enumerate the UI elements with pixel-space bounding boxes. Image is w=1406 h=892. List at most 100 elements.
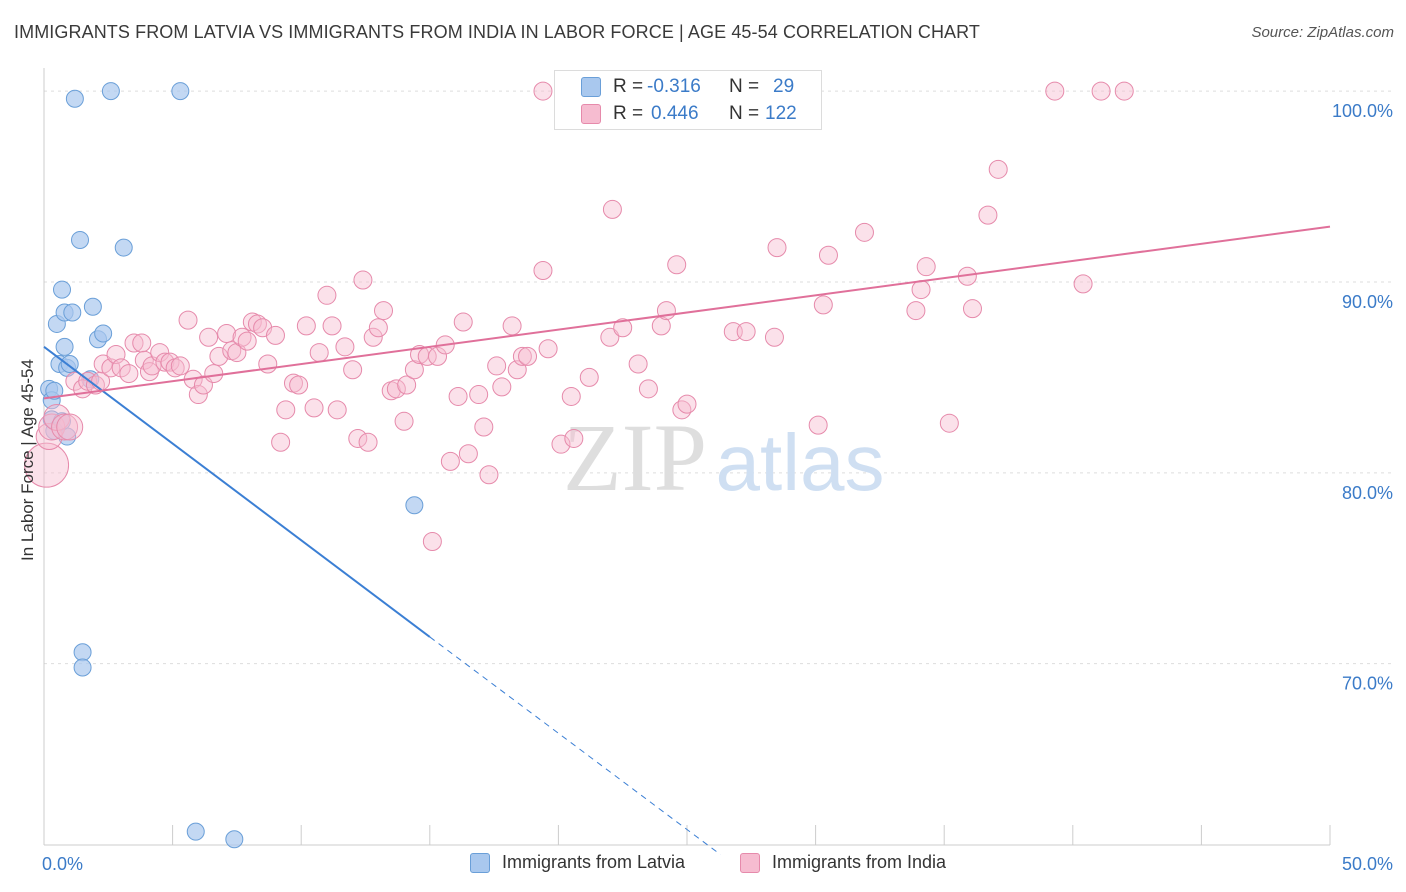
stats-legend: R = -0.316 N = 29 R = 0.446 N = 122	[554, 70, 822, 130]
india-point	[579, 367, 599, 387]
india-point	[1114, 81, 1134, 101]
india-point	[564, 428, 584, 448]
india-point	[906, 301, 926, 321]
legend-item-india[interactable]: Immigrants from India	[740, 852, 946, 873]
india-point	[265, 325, 285, 345]
india-point	[613, 318, 633, 338]
india-r-value: 0.446	[651, 103, 699, 124]
india-point	[119, 364, 139, 384]
india-point	[487, 356, 507, 376]
latvia-r-label: R =	[613, 76, 644, 97]
india-point	[204, 364, 224, 384]
india-point	[368, 318, 388, 338]
india-point	[353, 270, 373, 290]
india-point	[56, 413, 84, 441]
india-point	[600, 327, 620, 347]
india-point	[538, 339, 558, 359]
india-point	[296, 316, 316, 336]
latvia-trend-line	[43, 346, 431, 638]
india-point	[386, 379, 406, 399]
latvia-point	[171, 82, 190, 101]
india-point	[247, 314, 267, 334]
india-point	[358, 432, 378, 452]
india-point	[479, 465, 499, 485]
latvia-point	[53, 280, 72, 299]
latvia-r-value: -0.316	[647, 76, 701, 97]
india-point	[170, 356, 190, 376]
watermark-atlas: atlas	[716, 418, 885, 507]
india-point	[533, 81, 553, 101]
india-point	[404, 360, 424, 380]
india-point	[474, 417, 494, 437]
india-point	[209, 346, 229, 366]
india-point	[374, 301, 394, 321]
india-point	[988, 159, 1008, 179]
india-point	[199, 327, 219, 347]
india-n-label: N =	[729, 103, 760, 124]
india-point	[155, 352, 175, 372]
india-r-label: R =	[613, 103, 644, 124]
india-point	[394, 411, 414, 431]
india-point	[813, 295, 833, 315]
chart-title: IMMIGRANTS FROM LATVIA VS IMMIGRANTS FRO…	[14, 22, 981, 42]
latvia-n-label: N =	[729, 76, 760, 97]
india-point	[363, 327, 383, 347]
watermark-zip: ZIP	[563, 404, 707, 511]
india-point	[939, 413, 959, 433]
india-point	[276, 400, 296, 420]
india-point	[1091, 81, 1111, 101]
legend-item-latvia[interactable]: Immigrants from Latvia	[470, 852, 685, 873]
india-point	[422, 532, 442, 552]
india-point	[492, 377, 512, 397]
india-point	[304, 398, 324, 418]
latvia-point	[45, 381, 64, 400]
india-point	[397, 375, 417, 395]
india-point	[628, 354, 648, 374]
india-point	[232, 327, 252, 347]
legend-india-label: Immigrants from India	[772, 852, 947, 872]
india-point	[134, 350, 154, 370]
latvia-point	[101, 82, 120, 101]
india-point	[469, 385, 489, 405]
india-point	[124, 333, 144, 353]
india-point	[916, 257, 936, 277]
india-point	[1073, 274, 1093, 294]
india-point	[322, 316, 342, 336]
y-tick-label: 100.0%	[1332, 101, 1393, 121]
latvia-point	[73, 643, 92, 662]
india-point	[132, 333, 152, 353]
bottom-legend: Immigrants from Latvia Immigrants from I…	[0, 852, 1406, 878]
india-point	[327, 400, 347, 420]
india-point	[518, 346, 538, 366]
india-point	[160, 352, 180, 372]
india-point	[767, 238, 787, 258]
latvia-point	[94, 324, 113, 343]
india-points	[24, 81, 1134, 552]
india-point	[188, 385, 208, 405]
india-point	[551, 434, 571, 454]
india-point	[448, 386, 468, 406]
latvia-point	[73, 658, 92, 677]
trend-lines	[43, 225, 1331, 855]
latvia-point	[71, 230, 90, 249]
india-point	[808, 415, 828, 435]
legend-latvia-swatch	[470, 852, 490, 873]
india-point	[178, 310, 198, 330]
tick-labels: 70.0% 80.0% 90.0% 100.0% 0.0% 50.0%	[42, 101, 1393, 874]
india-point	[271, 432, 291, 452]
india-point	[512, 346, 532, 366]
india-point	[317, 285, 337, 305]
latvia-points	[40, 82, 424, 849]
india-point	[672, 400, 692, 420]
latvia-point	[114, 238, 133, 257]
india-point	[962, 299, 982, 319]
y-tick-label: 90.0%	[1342, 292, 1393, 312]
latvia-point	[55, 337, 74, 356]
india-point	[150, 343, 170, 363]
india-point	[677, 394, 697, 414]
legend-india-swatch	[740, 852, 760, 873]
india-point	[638, 379, 658, 399]
y-tick-label: 80.0%	[1342, 483, 1393, 503]
india-point	[428, 346, 448, 366]
